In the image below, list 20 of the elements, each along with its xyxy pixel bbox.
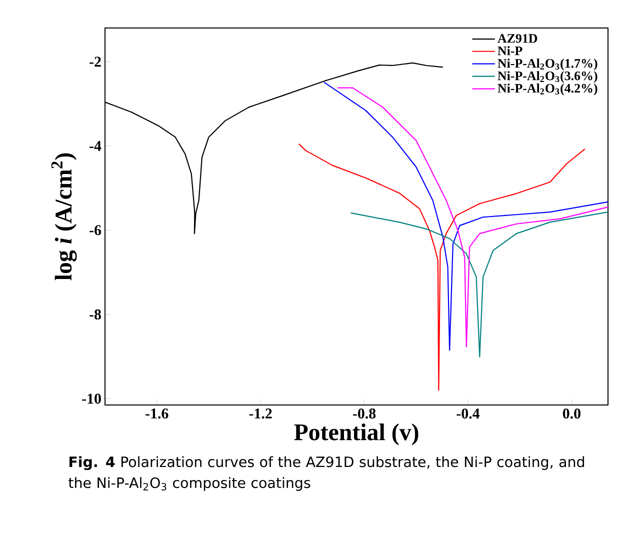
line-series bbox=[298, 143, 586, 391]
text: Fig. 4 Polarization curves of the AZ91D substrate, the Ni-P coating, and the Ni-P-Al$_{2}$O$_{3}$ composite coatings bbox=[68, 456, 584, 491]
legend-label: Ni-P-Al$_{2}$O$_{3}$(3.6%) bbox=[498, 71, 598, 83]
y-tick-label: -2 bbox=[90, 56, 101, 67]
x-tick-label: -0.4 bbox=[456, 408, 480, 419]
line-series bbox=[350, 212, 608, 358]
y-tick-label: -6 bbox=[90, 225, 102, 236]
legend-label: Ni-P-Al$_{2}$O$_{3}$(1.7%) bbox=[498, 58, 598, 70]
x-axis-title: Potential (v) bbox=[294, 424, 418, 446]
y-tick-label: -8 bbox=[90, 309, 101, 320]
legend-label: Ni-P bbox=[498, 46, 522, 56]
x-tick-label: -0.8 bbox=[353, 408, 376, 419]
legend-label: Ni-P-Al$_{2}$O$_{3}$(4.2%) bbox=[498, 84, 598, 96]
x-tick-label: -1.6 bbox=[146, 408, 168, 419]
x-tick-label: -1.2 bbox=[249, 408, 272, 419]
legend-label: AZ91D bbox=[498, 34, 538, 43]
y-tick-label: -4 bbox=[90, 141, 102, 151]
y-axis-title: log i (A/cm$^{2}$) bbox=[51, 153, 77, 280]
x-tick-label: 0.0 bbox=[562, 408, 580, 419]
y-tick-label: -10 bbox=[82, 394, 101, 404]
